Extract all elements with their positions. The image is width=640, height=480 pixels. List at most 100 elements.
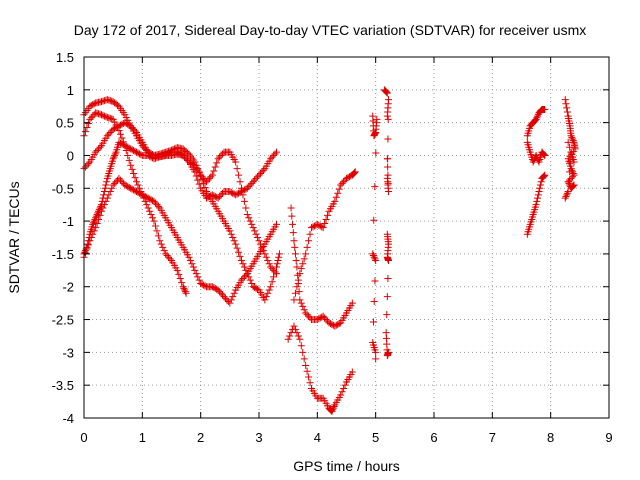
data-point	[302, 361, 310, 369]
data-point	[563, 191, 571, 199]
data-point	[198, 173, 206, 181]
data-point	[291, 250, 299, 258]
data-point	[83, 245, 91, 253]
data-point	[182, 155, 190, 163]
data-point	[345, 173, 353, 181]
data-point	[89, 220, 97, 228]
data-point	[238, 256, 245, 264]
data-point	[131, 147, 139, 155]
data-point	[153, 227, 161, 235]
data-point	[130, 125, 138, 133]
data-point	[255, 237, 263, 245]
data-point	[147, 153, 155, 161]
data-point	[270, 266, 278, 274]
y-tick-label: -3	[62, 345, 74, 360]
data-point	[105, 191, 113, 199]
data-point	[348, 299, 356, 307]
data-point	[159, 243, 167, 251]
data-point	[195, 180, 203, 188]
data-point	[246, 276, 254, 284]
data-point	[203, 194, 210, 202]
data-point	[192, 172, 200, 180]
data-point	[348, 368, 356, 376]
data-point	[570, 158, 578, 166]
y-tick-label: -1.5	[52, 247, 74, 262]
data-point	[541, 171, 549, 179]
data-point	[87, 101, 95, 109]
data-point	[109, 155, 117, 163]
data-point	[191, 266, 199, 274]
data-point	[188, 160, 196, 168]
y-tick-label: -2.5	[52, 313, 74, 328]
data-point	[92, 214, 100, 222]
data-point	[182, 289, 190, 297]
data-point	[330, 403, 338, 411]
data-point	[372, 355, 380, 363]
data-point	[563, 189, 571, 197]
data-point	[262, 293, 270, 301]
data-point	[93, 147, 101, 155]
data-point	[92, 224, 100, 232]
data-point	[561, 96, 569, 104]
data-point	[124, 151, 132, 159]
data-point	[566, 143, 574, 151]
data-point	[135, 189, 143, 197]
data-point	[179, 151, 187, 159]
data-point	[249, 283, 257, 291]
data-point	[102, 197, 110, 205]
data-point	[384, 115, 392, 123]
data-point	[344, 174, 352, 182]
data-point	[130, 186, 138, 194]
data-point	[335, 320, 343, 328]
data-point	[290, 237, 298, 245]
data-point	[191, 168, 199, 176]
data-point	[89, 112, 97, 120]
data-point	[383, 155, 391, 163]
data-point	[146, 207, 154, 215]
data-point	[258, 168, 266, 176]
data-point	[111, 179, 119, 187]
data-point	[208, 283, 216, 291]
data-point	[233, 244, 241, 252]
data-point	[147, 196, 155, 204]
data-point	[303, 311, 311, 319]
data-point	[226, 188, 234, 196]
data-point	[569, 170, 577, 178]
data-point	[252, 284, 260, 292]
data-point	[534, 194, 542, 202]
data-point	[334, 189, 342, 197]
x-tick-label: 8	[547, 430, 554, 445]
data-point	[289, 229, 297, 237]
data-point	[292, 256, 300, 264]
data-point	[105, 130, 113, 138]
data-point	[533, 197, 541, 205]
data-point	[109, 181, 117, 189]
data-point	[535, 188, 543, 196]
data-point	[563, 108, 571, 116]
data-point	[536, 184, 544, 192]
data-point	[127, 122, 135, 130]
x-axis-label: GPS time / hours	[293, 458, 400, 474]
data-point	[240, 197, 248, 205]
data-point	[564, 188, 572, 196]
data-point	[119, 141, 127, 149]
data-point	[111, 150, 119, 158]
data-point	[372, 149, 380, 157]
data-point	[166, 255, 174, 263]
data-point	[121, 142, 129, 150]
y-tick-label: 1	[67, 83, 74, 98]
data-point	[108, 184, 116, 192]
data-point	[267, 155, 275, 163]
data-point	[319, 224, 327, 232]
data-point	[343, 174, 350, 182]
data-point	[273, 260, 281, 268]
data-point	[146, 195, 154, 203]
data-point	[309, 223, 317, 231]
data-point	[240, 273, 248, 281]
data-point	[198, 280, 206, 288]
data-point	[124, 143, 132, 151]
data-point	[254, 173, 262, 181]
data-point	[83, 161, 91, 169]
data-point	[335, 185, 343, 193]
